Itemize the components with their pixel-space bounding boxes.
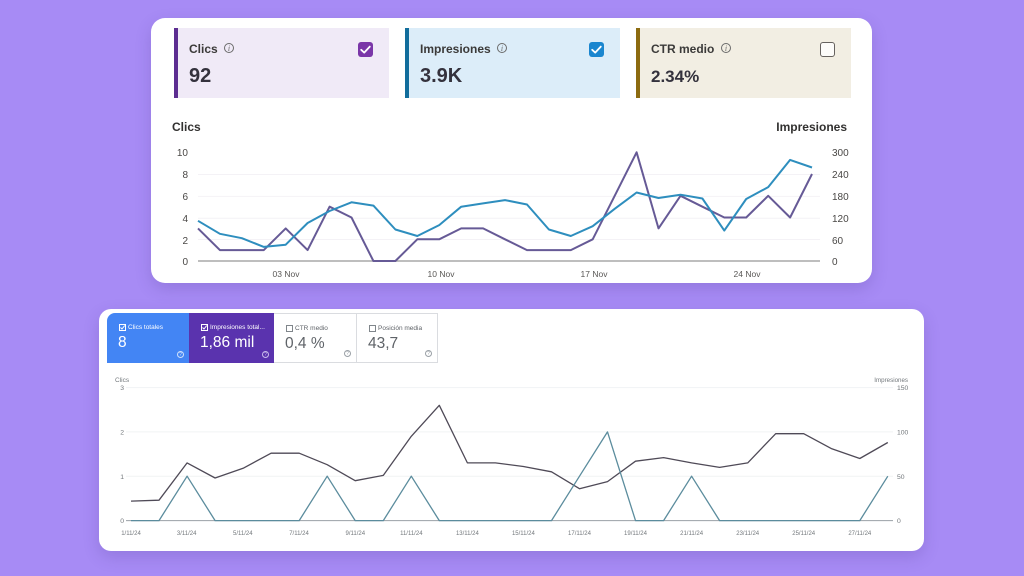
- svg-text:180: 180: [832, 192, 849, 203]
- svg-text:Impresiones: Impresiones: [776, 120, 847, 134]
- svg-text:7/11/24: 7/11/24: [289, 531, 309, 537]
- svg-text:60: 60: [832, 236, 844, 247]
- svg-text:150: 150: [897, 385, 909, 392]
- svg-text:13/11/24: 13/11/24: [456, 531, 480, 537]
- svg-text:9/11/24: 9/11/24: [346, 531, 366, 537]
- svg-text:2: 2: [182, 236, 188, 247]
- svg-text:Clics: Clics: [172, 120, 201, 134]
- svg-text:27/11/24: 27/11/24: [848, 531, 872, 537]
- svg-text:0: 0: [182, 257, 188, 268]
- svg-text:0: 0: [897, 518, 901, 525]
- svg-text:50: 50: [897, 474, 905, 481]
- svg-text:0: 0: [120, 518, 124, 525]
- svg-text:5/11/24: 5/11/24: [233, 531, 253, 537]
- svg-text:0: 0: [832, 257, 838, 268]
- svg-text:Clics: Clics: [115, 377, 130, 384]
- svg-text:120: 120: [832, 214, 849, 225]
- svg-text:100: 100: [897, 429, 909, 436]
- svg-text:17 Nov: 17 Nov: [581, 269, 609, 279]
- svg-text:23/11/24: 23/11/24: [736, 531, 760, 537]
- svg-text:10 Nov: 10 Nov: [428, 269, 456, 279]
- svg-text:19/11/24: 19/11/24: [624, 531, 648, 537]
- svg-text:10: 10: [177, 148, 189, 159]
- svg-text:3: 3: [120, 385, 124, 392]
- svg-text:15/11/24: 15/11/24: [512, 531, 536, 537]
- svg-text:6: 6: [182, 192, 188, 203]
- svg-text:11/11/24: 11/11/24: [400, 531, 423, 537]
- svg-text:1/11/24: 1/11/24: [121, 531, 141, 537]
- svg-text:17/11/24: 17/11/24: [568, 531, 592, 537]
- svg-text:8: 8: [182, 170, 188, 181]
- svg-text:24 Nov: 24 Nov: [734, 269, 762, 279]
- svg-text:240: 240: [832, 170, 849, 181]
- svg-text:4: 4: [182, 214, 188, 225]
- svg-text:3/11/24: 3/11/24: [177, 531, 197, 537]
- svg-text:25/11/24: 25/11/24: [792, 531, 816, 537]
- svg-text:2: 2: [120, 429, 124, 436]
- svg-text:1: 1: [120, 474, 124, 481]
- svg-text:300: 300: [832, 148, 849, 159]
- svg-text:Impresiones: Impresiones: [874, 377, 908, 384]
- svg-text:21/11/24: 21/11/24: [680, 531, 704, 537]
- svg-text:03 Nov: 03 Nov: [273, 269, 301, 279]
